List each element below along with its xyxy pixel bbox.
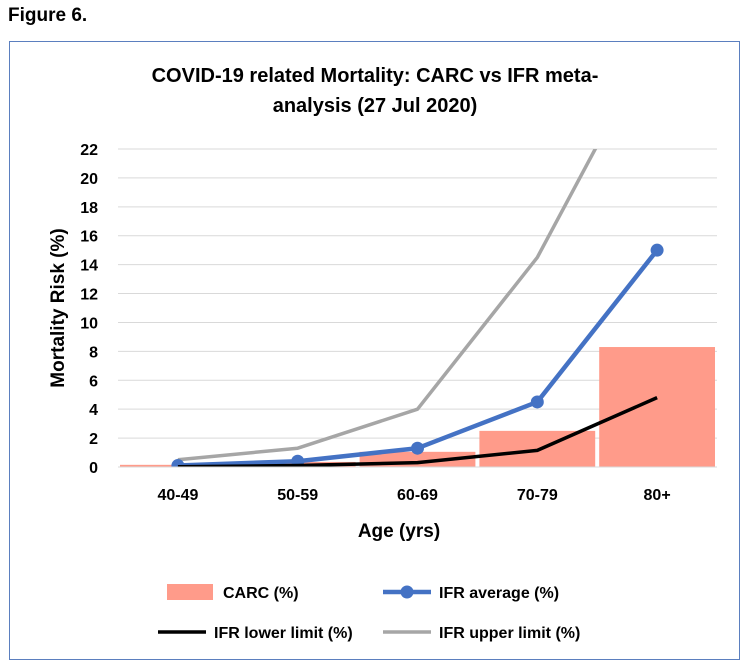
y-tick-label: 22	[80, 142, 98, 159]
series-line	[177, 149, 598, 462]
x-axis-ticks: 40-49 50-59 60-69 70-79 80+	[157, 487, 670, 504]
legend: CARC (%) IFR average (%) IFR lower limit (…	[158, 584, 580, 642]
legend-item: IFR lower limit (%)	[158, 625, 353, 642]
data-point	[411, 441, 424, 455]
legend-swatch	[167, 584, 213, 600]
y-tick-label: 0	[89, 460, 98, 477]
y-tick-label: 8	[89, 344, 98, 361]
legend-label: IFR upper limit (%)	[439, 625, 580, 642]
y-tick-label: 12	[80, 287, 98, 304]
legend-label: IFR average (%)	[439, 585, 559, 602]
y-tick-label: 14	[80, 258, 98, 275]
y-tick-label: 4	[89, 402, 98, 419]
x-tick-label: 40-49	[157, 487, 198, 504]
x-tick-label: 80+	[644, 487, 671, 504]
y-tick-label: 10	[80, 315, 98, 332]
x-tick-label: 70-79	[517, 487, 558, 504]
ifr-lines	[171, 149, 664, 467]
y-axis-ticks: 0 2 4 6 8 10 12 14 16 18 20 22	[80, 142, 98, 477]
chart-title-line-2: analysis (27 Jul 2020)	[273, 95, 478, 117]
bar	[599, 347, 715, 467]
chart-frame	[9, 41, 740, 660]
x-axis-title: Age (yrs)	[358, 521, 440, 542]
legend-marker	[400, 585, 414, 599]
x-tick-label: 60-69	[397, 487, 438, 504]
legend-item: IFR average (%)	[383, 585, 559, 602]
legend-item: CARC (%)	[167, 584, 299, 602]
series-line	[177, 396, 658, 467]
figure-label: Figure 6.	[8, 5, 88, 26]
chart-title-line-1: COVID-19 related Mortality: CARC vs IFR …	[152, 65, 599, 87]
y-tick-label: 2	[89, 431, 98, 448]
x-tick-label: 50-59	[277, 487, 318, 504]
legend-label: CARC (%)	[223, 585, 299, 602]
y-axis-title: Mortality Risk (%)	[48, 228, 69, 387]
y-tick-label: 18	[80, 200, 98, 217]
data-point	[650, 243, 664, 257]
y-tick-label: 6	[89, 373, 98, 390]
data-point	[530, 395, 544, 409]
y-tick-label: 20	[80, 171, 98, 188]
legend-label: IFR lower limit (%)	[214, 625, 353, 642]
legend-item: IFR upper limit (%)	[383, 625, 580, 642]
y-tick-label: 16	[80, 229, 98, 246]
carc-bars	[120, 347, 715, 467]
